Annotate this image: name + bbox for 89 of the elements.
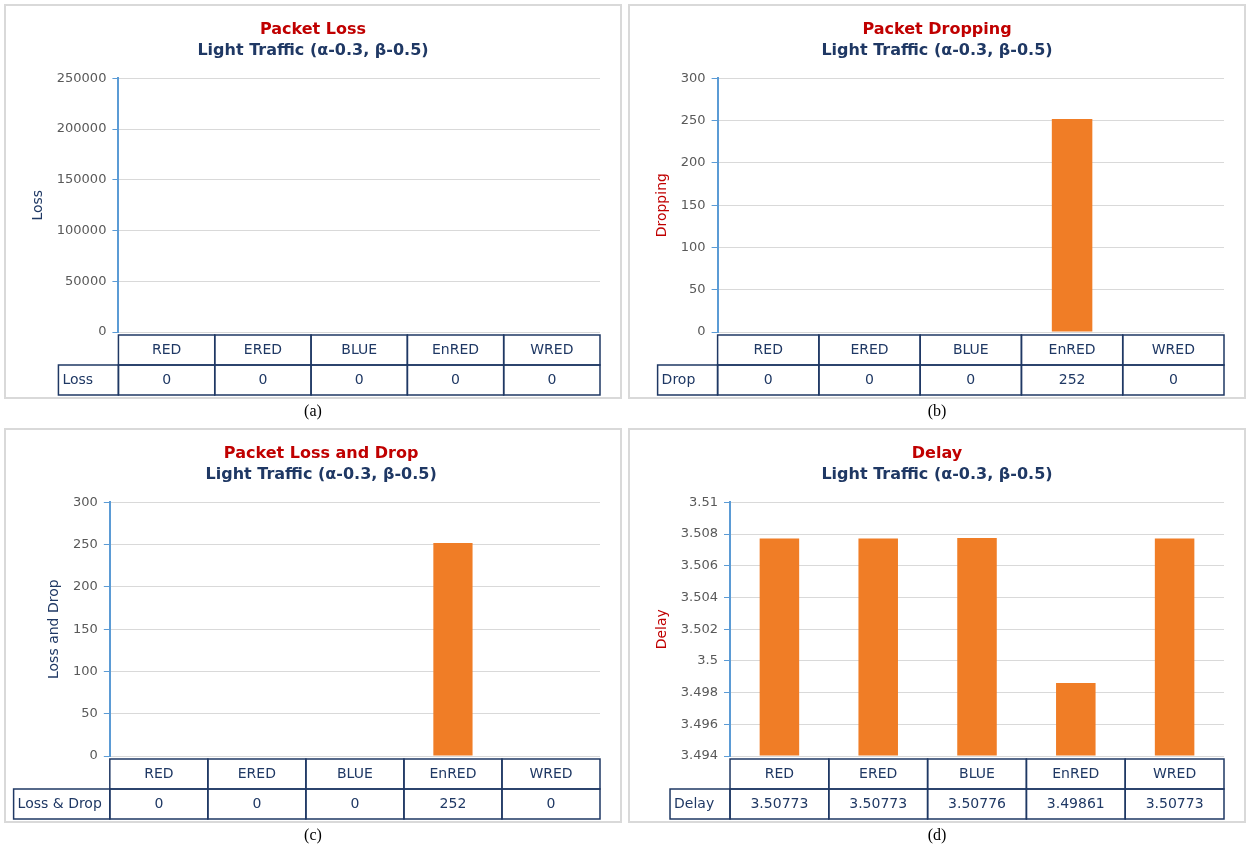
data-label: 3.50773 xyxy=(849,794,908,811)
data-label: 0 xyxy=(350,794,360,811)
text: (b) xyxy=(926,401,948,422)
x-tick-label: ERED xyxy=(850,340,889,357)
text: Loss xyxy=(62,370,94,387)
y-tick-label: 0 xyxy=(98,323,107,339)
y-axis-title: Loss and Drop xyxy=(45,579,62,680)
y-tick-label: 150000 xyxy=(56,171,107,187)
data-label: 0 xyxy=(763,370,773,387)
data-label: 0 xyxy=(865,370,874,387)
y-tick-label: 0 xyxy=(697,323,706,339)
x-tick-label: BLUE xyxy=(959,764,995,781)
x-tick-label: RED xyxy=(144,764,174,781)
data-label: 3.49861 xyxy=(1046,794,1105,811)
text: (d) xyxy=(926,825,948,846)
chart-title: Packet Loss xyxy=(259,18,367,38)
y-tick-label: 50000 xyxy=(65,272,107,288)
x-tick-label: RED xyxy=(151,340,182,357)
text: Delay xyxy=(674,794,715,811)
y-tick-label: 3.506 xyxy=(680,557,719,573)
y-tick-label: 250000 xyxy=(56,69,107,85)
x-tick-label: EnRED xyxy=(431,340,480,357)
data-label: 3.50773 xyxy=(1145,794,1204,811)
data-label: 0 xyxy=(966,370,976,387)
data-label: 0 xyxy=(451,370,460,387)
data-label: 0 xyxy=(258,370,268,387)
chart-subtitle: Light Traffic (α-0.3, β-0.5) xyxy=(821,39,1053,59)
x-tick-label: RED xyxy=(753,340,783,357)
chart-title: Packet Dropping xyxy=(862,18,1012,38)
y-tick-label: 50 xyxy=(689,281,706,297)
data-label: 0 xyxy=(354,370,364,387)
chart-subtitle: Light Traffic (α-0.3, β-0.5) xyxy=(197,39,429,59)
text: (c) xyxy=(303,825,323,846)
y-tick-label: 3.502 xyxy=(680,620,719,636)
data-label: 3.50773 xyxy=(750,794,809,811)
x-tick-label: WRED xyxy=(530,340,574,357)
x-tick-label: ERED xyxy=(859,764,898,781)
y-tick-label: 150 xyxy=(680,196,706,212)
x-tick-label: EnRED xyxy=(1048,340,1096,357)
data-label: 0 xyxy=(162,370,172,387)
y-tick-label: 200 xyxy=(72,578,98,594)
chart-title: Delay xyxy=(911,442,963,462)
data-label: 0 xyxy=(546,794,556,811)
x-tick-label: BLUE xyxy=(341,340,378,357)
x-tick-label: ERED xyxy=(237,764,276,781)
y-tick-label: 3.5 xyxy=(697,652,719,668)
text: (a) xyxy=(303,401,323,422)
x-tick-label: BLUE xyxy=(337,764,373,781)
x-tick-label: BLUE xyxy=(952,340,989,357)
chart-subtitle: Light Traffic (α-0.3, β-0.5) xyxy=(205,463,437,483)
chart-subtitle: Light Traffic (α-0.3, β-0.5) xyxy=(821,463,1053,483)
data-label: 252 xyxy=(439,794,467,811)
y-tick-label: 100 xyxy=(72,662,98,678)
data-label: 3.50776 xyxy=(948,794,1007,811)
y-axis-title: Loss xyxy=(29,189,46,221)
y-tick-label: 200000 xyxy=(56,120,107,136)
text: Loss & Drop xyxy=(17,794,102,811)
y-tick-label: 3.498 xyxy=(680,683,719,699)
data-label: 0 xyxy=(547,370,557,387)
chart-title: Packet Loss and Drop xyxy=(223,442,419,462)
y-tick-label: 250 xyxy=(72,536,98,552)
x-tick-label: WRED xyxy=(529,764,573,781)
y-tick-label: 100000 xyxy=(56,221,107,237)
data-label: 0 xyxy=(252,794,262,811)
x-tick-label: RED xyxy=(764,764,795,781)
y-tick-label: 300 xyxy=(680,69,706,85)
data-label: 0 xyxy=(1168,370,1178,387)
x-tick-label: EnRED xyxy=(1052,764,1100,781)
data-label: 0 xyxy=(154,794,164,811)
y-axis-title: Dropping xyxy=(653,173,670,238)
y-tick-label: 150 xyxy=(72,620,98,636)
y-tick-label: 0 xyxy=(89,747,98,763)
y-tick-label: 50 xyxy=(81,705,98,721)
y-tick-label: 3.508 xyxy=(680,525,719,541)
x-tick-label: WRED xyxy=(1153,764,1197,781)
y-tick-label: 250 xyxy=(680,112,706,128)
x-tick-label: WRED xyxy=(1151,340,1195,357)
y-tick-label: 3.494 xyxy=(680,747,719,763)
x-tick-label: ERED xyxy=(243,340,282,357)
y-tick-label: 3.496 xyxy=(680,715,719,731)
data-label: 252 xyxy=(1058,370,1086,387)
x-tick-label: EnRED xyxy=(429,764,477,781)
y-axis-title: Delay xyxy=(653,609,670,650)
text: Drop xyxy=(661,370,696,387)
y-tick-label: 3.51 xyxy=(689,493,719,509)
y-tick-label: 3.504 xyxy=(680,588,719,604)
y-tick-label: 200 xyxy=(680,154,706,170)
y-tick-label: 300 xyxy=(72,493,98,509)
y-tick-label: 100 xyxy=(680,238,706,254)
